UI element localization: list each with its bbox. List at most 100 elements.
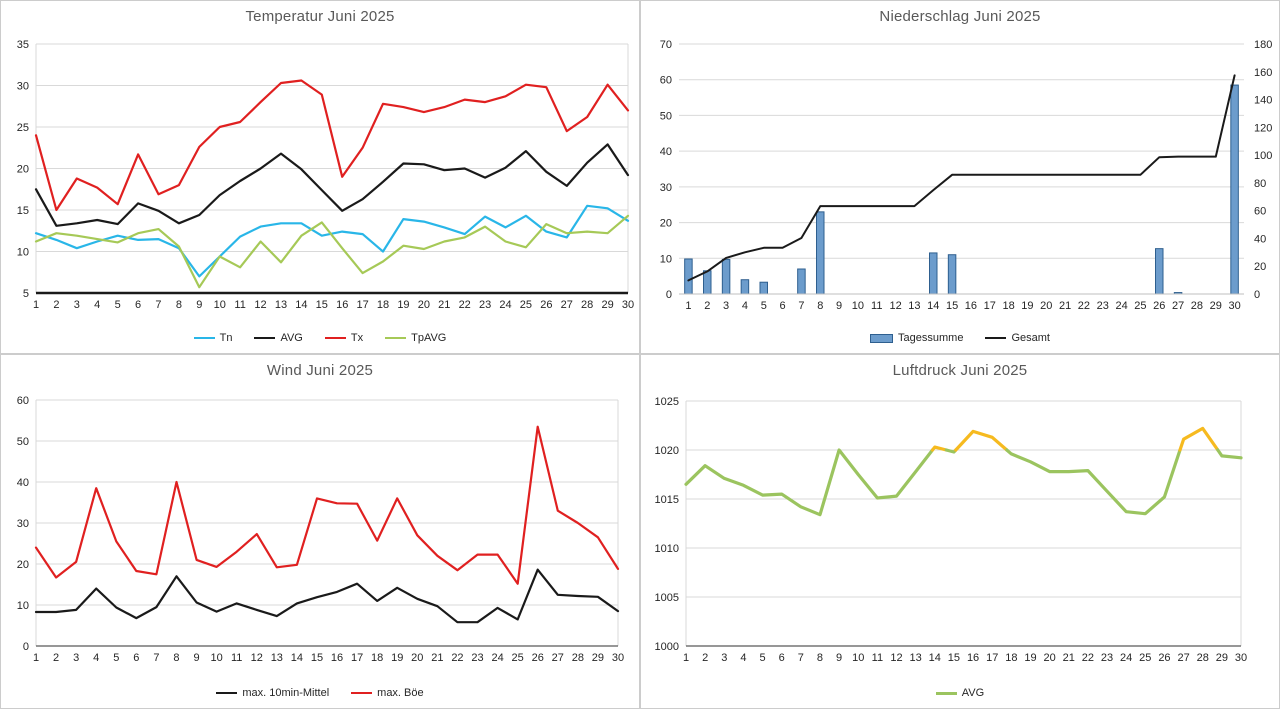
svg-text:20: 20 — [1040, 300, 1052, 312]
svg-text:180: 180 — [1254, 39, 1272, 51]
svg-text:15: 15 — [17, 205, 29, 217]
wind-chart-title: Wind Juni 2025 — [266, 362, 374, 379]
svg-text:24: 24 — [499, 299, 511, 311]
tx-legend-swatch — [324, 337, 346, 339]
svg-text:23: 23 — [1097, 300, 1109, 312]
svg-text:25: 25 — [17, 122, 29, 134]
legend-label: AVG — [961, 687, 985, 699]
svg-text:8: 8 — [817, 652, 823, 664]
svg-text:6: 6 — [133, 652, 139, 664]
svg-text:18: 18 — [377, 299, 389, 311]
x-axis-labels: 1 2 3 4 5 6 7 8 9 10 11 12 13 14 15 16 17 18 19 20 21 22 23 24 2… — [33, 299, 634, 311]
svg-text:40: 40 — [660, 146, 672, 158]
niederschlag-chart-panel: 0 10 20 30 40 50 60 70 0 20 40 60 80 100 120 140 160 180 1… — [640, 0, 1280, 354]
svg-text:18: 18 — [1002, 300, 1014, 312]
svg-text:15: 15 — [316, 299, 328, 311]
svg-text:9: 9 — [836, 652, 842, 664]
svg-text:7: 7 — [155, 299, 161, 311]
svg-text:11: 11 — [872, 652, 883, 664]
svg-text:16: 16 — [967, 652, 979, 664]
niederschlag-chart-title: Niederschlag Juni 2025 — [879, 8, 1041, 25]
svg-text:26: 26 — [1153, 300, 1165, 312]
svg-text:7: 7 — [153, 652, 159, 664]
svg-text:14: 14 — [295, 299, 307, 311]
svg-text:8: 8 — [817, 300, 823, 312]
svg-text:12: 12 — [889, 300, 901, 312]
legend-label: AVG — [280, 332, 303, 344]
legend-item-tn: Tn — [193, 332, 232, 344]
wind-chart-panel: 0 10 20 30 40 50 60 1 2 3 4 5 6 7 8 9 10 11 12 13 14 15 16 17 18… — [0, 354, 640, 709]
svg-text:12: 12 — [251, 652, 263, 664]
legend-item-gesamt: Gesamt — [985, 332, 1050, 344]
svg-text:1: 1 — [33, 299, 39, 311]
svg-text:13: 13 — [275, 299, 287, 311]
svg-text:18: 18 — [371, 652, 383, 664]
svg-text:20: 20 — [660, 218, 672, 230]
temperatur-chart-title: Temperatur Juni 2025 — [245, 8, 395, 25]
svg-text:12: 12 — [890, 652, 902, 664]
niederschlag-chart-plot: 0102030405060700204060801001201401601801… — [660, 39, 1273, 312]
svg-text:24: 24 — [1115, 300, 1127, 312]
svg-text:15: 15 — [311, 652, 323, 664]
svg-text:22: 22 — [1082, 652, 1094, 664]
svg-text:21: 21 — [1063, 652, 1075, 664]
luftdruck-chart-panel: 1000 1005 1010 1015 1020 1025 1 2 3 4 5 6 7 8 9 10 11 12 1… — [640, 354, 1280, 709]
svg-text:26: 26 — [1158, 652, 1170, 664]
legend-item-tx: Tx — [324, 332, 364, 344]
svg-text:6: 6 — [779, 652, 785, 664]
svg-text:160: 160 — [1254, 67, 1272, 79]
svg-text:14: 14 — [291, 652, 303, 664]
svg-text:1005: 1005 — [655, 592, 679, 604]
legend-label: Tagessumme — [898, 332, 964, 344]
svg-text:10: 10 — [660, 253, 672, 265]
tagessumme-legend-swatch — [870, 333, 894, 343]
x-axis-labels: 1 2 3 4 5 6 7 8 9 10 11 12 13 14 15 16 17 18 19 20 21 22 23 24 2… — [685, 300, 1240, 312]
svg-text:24: 24 — [1120, 652, 1132, 664]
series-line-avg — [684, 426, 1243, 517]
temperatur-chart-panel: 5 10 15 20 25 30 35 1 2 3 4 5 6 7 8 9 10 11 12 13 14 15 16 17 18… — [0, 0, 640, 354]
legend-label: TpAVG — [411, 332, 447, 344]
svg-text:5: 5 — [761, 300, 767, 312]
svg-text:19: 19 — [1021, 300, 1033, 312]
svg-text:20: 20 — [1043, 652, 1055, 664]
svg-text:3: 3 — [723, 300, 729, 312]
svg-text:5: 5 — [759, 652, 765, 664]
svg-text:25: 25 — [520, 299, 532, 311]
svg-text:21: 21 — [1059, 300, 1071, 312]
legend-item-max-10min-mittel: max. 10min-Mittel — [216, 687, 329, 699]
svg-text:0: 0 — [1254, 289, 1260, 301]
svg-text:22: 22 — [451, 652, 463, 664]
svg-text:14: 14 — [929, 652, 941, 664]
svg-text:100: 100 — [1254, 150, 1272, 162]
legend-item-max-b-e: max. Böe — [351, 687, 424, 699]
svg-text:11: 11 — [234, 299, 245, 311]
gridlines — [679, 43, 1244, 259]
svg-text:3: 3 — [74, 299, 80, 311]
svg-text:12: 12 — [254, 299, 266, 311]
svg-text:60: 60 — [660, 75, 672, 87]
svg-text:20: 20 — [17, 164, 29, 176]
svg-text:20: 20 — [411, 652, 423, 664]
svg-text:10: 10 — [17, 600, 29, 612]
legend-item-avg: AVG — [935, 687, 985, 699]
svg-text:10: 10 — [852, 652, 864, 664]
svg-text:5: 5 — [115, 299, 121, 311]
svg-text:21: 21 — [431, 652, 443, 664]
tn-legend-swatch — [193, 337, 215, 339]
y-axis-labels-left: 1000 1005 1010 1015 1020 1025 — [655, 396, 679, 653]
wind-chart-legend: max. 10min-Mittel max. Böe — [1, 687, 639, 699]
svg-text:19: 19 — [391, 652, 403, 664]
svg-text:30: 30 — [622, 299, 634, 311]
svg-text:19: 19 — [1024, 652, 1036, 664]
svg-text:30: 30 — [17, 518, 29, 530]
svg-text:20: 20 — [418, 299, 430, 311]
niederschlag-chart-legend: Tagessumme Gesamt — [641, 332, 1279, 344]
legend-label: Tx — [350, 332, 364, 344]
svg-text:7: 7 — [798, 300, 804, 312]
svg-text:9: 9 — [836, 300, 842, 312]
y-axis-labels-left: 5 10 15 20 25 30 35 — [17, 39, 29, 300]
svg-text:29: 29 — [1216, 652, 1228, 664]
svg-text:2: 2 — [702, 652, 708, 664]
